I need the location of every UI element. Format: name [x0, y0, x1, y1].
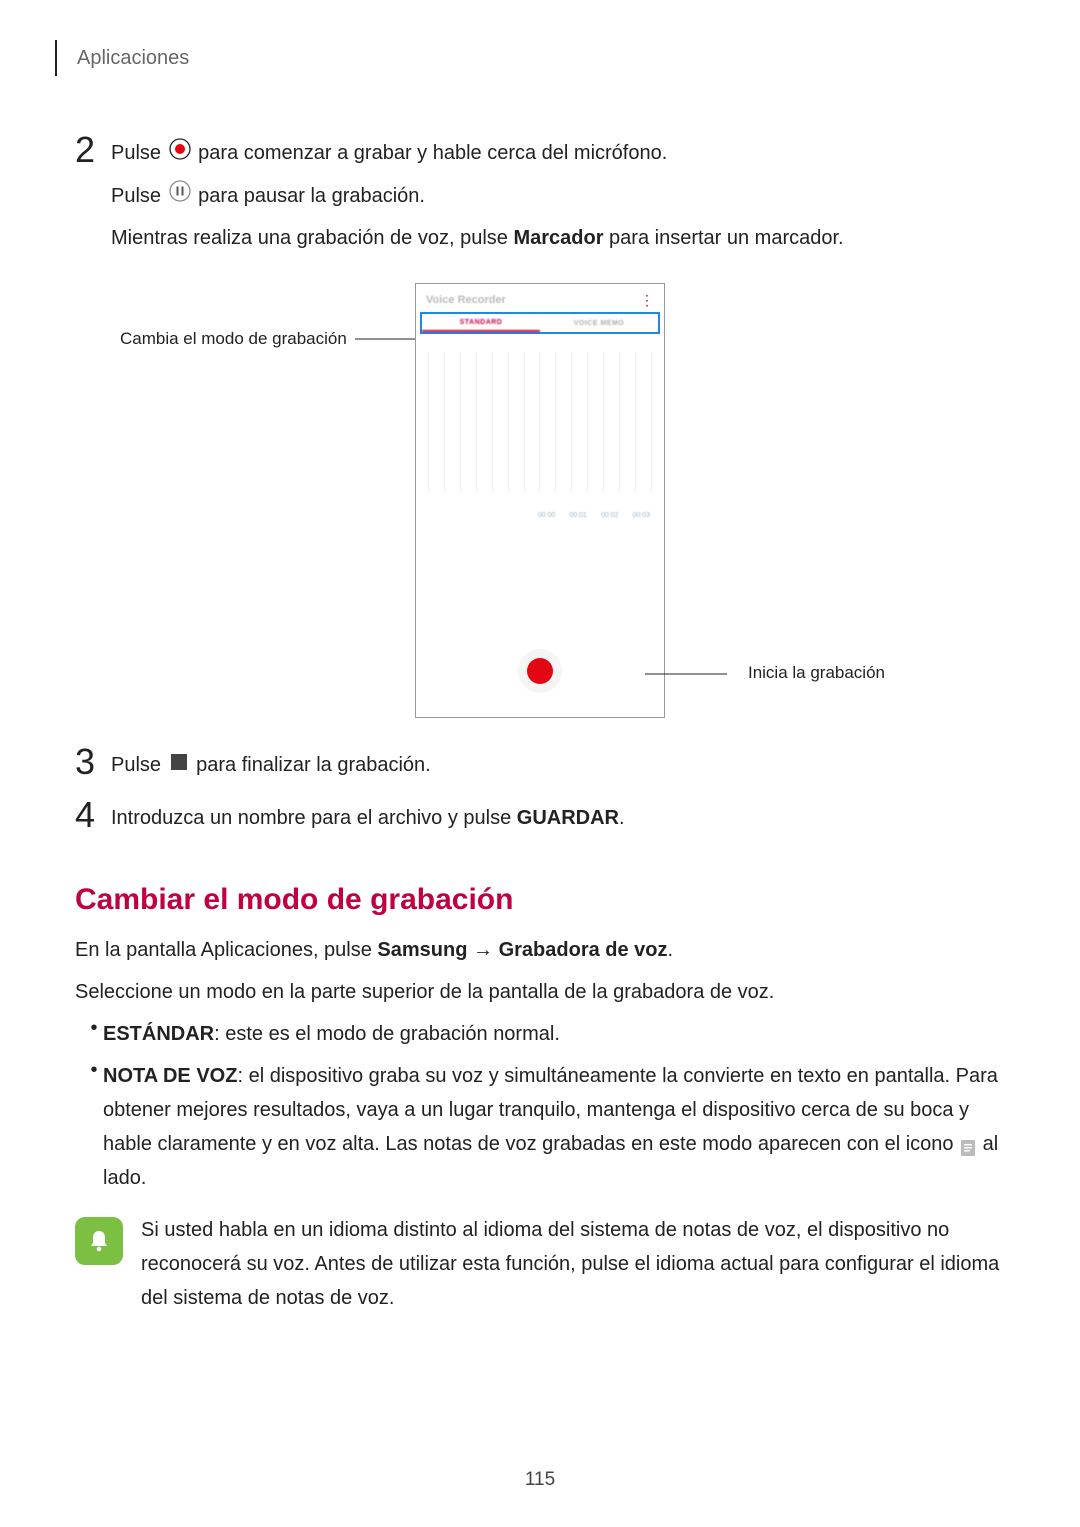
- step4-a: Introduzca un nombre para el archivo y p…: [111, 807, 517, 829]
- step-2: 2 Pulse para comenzar a grabar y hable c…: [75, 136, 1005, 263]
- p1b: Samsung: [377, 939, 467, 961]
- time-markers: 00:00 00:01 00:02 00:03: [416, 512, 664, 519]
- step-number-4: 4: [75, 797, 111, 833]
- step4-bold: GUARDAR: [517, 807, 619, 829]
- phone-mockup: Voice Recorder ⋮ STANDARD VOICE MEMO 00:…: [415, 283, 665, 718]
- waveform-area: [416, 342, 664, 512]
- step2-line3a: Mientras realiza una grabación de voz, p…: [111, 227, 513, 249]
- page-number: 115: [0, 1469, 1080, 1491]
- step-number-2: 2: [75, 132, 111, 168]
- tab-voice-memo: VOICE MEMO: [540, 314, 658, 332]
- header-text: Aplicaciones: [77, 47, 189, 70]
- step-number-3: 3: [75, 744, 111, 780]
- mode-tabs: STANDARD VOICE MEMO: [420, 312, 660, 334]
- stop-icon: [169, 749, 189, 783]
- phone-title: Voice Recorder: [426, 294, 506, 306]
- step3-b: para finalizar la grabación.: [191, 754, 431, 776]
- bullet-dot: •: [75, 1059, 103, 1195]
- tab-standard: STANDARD: [422, 314, 540, 332]
- step2-line2a: Pulse: [111, 185, 167, 207]
- step2-line3b: para insertar un marcador.: [603, 227, 843, 249]
- record-button-wrap: [416, 649, 664, 693]
- bullet-2-body: NOTA DE VOZ: el dispositivo graba su voz…: [103, 1059, 1005, 1195]
- callout-record: Inicia la grabación: [748, 663, 885, 683]
- bullet-1-body: ESTÁNDAR: este es el modo de grabación n…: [103, 1017, 1005, 1051]
- time-2: 00:02: [601, 512, 619, 519]
- note-text: Si usted habla en un idioma distinto al …: [141, 1213, 1005, 1315]
- p1arrow: →: [467, 939, 498, 961]
- bullet-1: • ESTÁNDAR: este es el modo de grabación…: [75, 1017, 1005, 1051]
- callout-mode: Cambia el modo de grabación: [120, 329, 347, 349]
- b2bold: NOTA DE VOZ: [103, 1065, 237, 1087]
- section-p1: En la pantalla Aplicaciones, pulse Samsu…: [75, 933, 1005, 967]
- step2-line3bold: Marcador: [513, 227, 603, 249]
- list-memo-icon: [959, 1135, 977, 1155]
- record-icon: [169, 137, 191, 171]
- step-3-body: Pulse para finalizar la grabación.: [111, 748, 1005, 791]
- p1a: En la pantalla Aplicaciones, pulse: [75, 939, 377, 961]
- figure-voice-recorder: Cambia el modo de grabación Voice Record…: [75, 283, 1005, 718]
- step2-line1b: para comenzar a grabar y hable cerca del…: [198, 142, 667, 164]
- time-1: 00:01: [569, 512, 587, 519]
- b1bold: ESTÁNDAR: [103, 1023, 214, 1045]
- step4-b: .: [619, 807, 625, 829]
- section-heading: Cambiar el modo de grabación: [75, 883, 1005, 917]
- step-2-body: Pulse para comenzar a grabar y hable cer…: [111, 136, 1005, 263]
- page-header: Aplicaciones: [55, 40, 1005, 76]
- p1c: Grabadora de voz: [499, 939, 668, 961]
- bullet-dot: •: [75, 1017, 103, 1051]
- phone-header: Voice Recorder ⋮: [416, 284, 664, 312]
- bullet-list: • ESTÁNDAR: este es el modo de grabación…: [75, 1017, 1005, 1195]
- step-3: 3 Pulse para finalizar la grabación.: [75, 748, 1005, 791]
- step-4: 4 Introduzca un nombre para el archivo y…: [75, 801, 1005, 843]
- step3-a: Pulse: [111, 754, 167, 776]
- section-p2: Seleccione un modo en la parte superior …: [75, 975, 1005, 1009]
- time-0: 00:00: [538, 512, 556, 519]
- step2-line2b: para pausar la grabación.: [198, 185, 425, 207]
- time-3: 00:03: [632, 512, 650, 519]
- step2-line1a: Pulse: [111, 142, 167, 164]
- record-button-inner-icon: [527, 658, 553, 684]
- p1d: .: [668, 939, 674, 961]
- step-4-body: Introduzca un nombre para el archivo y p…: [111, 801, 1005, 843]
- pause-icon: [169, 179, 191, 213]
- note-bell-icon: [75, 1217, 123, 1265]
- note-block: Si usted habla en un idioma distinto al …: [75, 1213, 1005, 1315]
- b2a: : el dispositivo graba su voz y simultán…: [103, 1065, 998, 1155]
- bullet-2: • NOTA DE VOZ: el dispositivo graba su v…: [75, 1059, 1005, 1195]
- b1: : este es el modo de grabación normal.: [214, 1023, 560, 1045]
- more-menu-icon: ⋮: [640, 297, 654, 303]
- record-button: [518, 649, 562, 693]
